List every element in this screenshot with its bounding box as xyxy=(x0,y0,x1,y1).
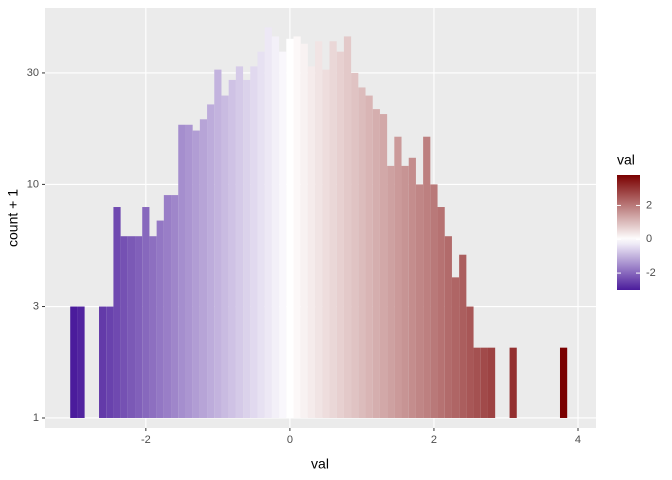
bar xyxy=(336,51,344,418)
y-tick-label: 30 xyxy=(27,67,39,79)
bar xyxy=(106,306,114,418)
bar xyxy=(401,165,409,418)
bar xyxy=(322,69,330,418)
colorbar xyxy=(617,175,640,290)
bar xyxy=(379,114,388,418)
bar xyxy=(293,36,301,418)
bar xyxy=(430,184,438,418)
bar xyxy=(451,277,460,418)
bar xyxy=(307,66,316,418)
bar xyxy=(207,104,215,418)
bar xyxy=(77,306,85,418)
bar xyxy=(70,306,78,418)
bar xyxy=(286,38,294,418)
bar xyxy=(142,207,150,418)
bar xyxy=(243,79,251,418)
bar xyxy=(415,184,424,418)
colorbar-tick-label: 0 xyxy=(646,233,652,245)
bar xyxy=(351,72,359,418)
bar xyxy=(149,236,157,418)
y-tick-label: 10 xyxy=(27,178,39,190)
bar xyxy=(127,236,136,418)
bar xyxy=(559,347,568,418)
bar xyxy=(257,51,265,418)
colorbar-tick-label: -2 xyxy=(646,267,656,279)
bar xyxy=(120,236,128,418)
y-axis-label: count + 1 xyxy=(5,189,21,247)
bar xyxy=(473,347,481,418)
bar xyxy=(423,136,431,418)
bar xyxy=(192,130,200,418)
bar xyxy=(171,195,179,418)
bar xyxy=(250,66,258,418)
bar xyxy=(214,69,222,418)
x-tick-label: 4 xyxy=(575,434,581,446)
bar xyxy=(235,66,244,418)
bar xyxy=(509,347,517,418)
bar xyxy=(279,51,287,418)
bar xyxy=(394,136,402,418)
bar xyxy=(372,109,380,418)
bar xyxy=(199,119,208,418)
bar xyxy=(178,124,186,418)
bar xyxy=(135,236,143,418)
x-tick-label: 0 xyxy=(287,434,293,446)
bar xyxy=(358,87,366,418)
bar xyxy=(444,236,452,418)
y-tick-label: 1 xyxy=(33,412,39,424)
x-tick-label: 2 xyxy=(431,434,437,446)
bar xyxy=(163,195,172,418)
bar xyxy=(408,157,416,418)
bar xyxy=(315,41,323,418)
bar xyxy=(113,207,121,418)
bar xyxy=(487,347,496,418)
x-tick-label: -2 xyxy=(141,434,151,446)
bar xyxy=(185,124,193,418)
bar xyxy=(228,79,236,418)
bar xyxy=(437,207,445,418)
bar xyxy=(156,220,164,418)
legend-title: val xyxy=(617,152,635,168)
bar xyxy=(99,306,107,418)
bar xyxy=(271,36,280,418)
x-axis-label: val xyxy=(311,456,329,472)
bar xyxy=(343,36,352,418)
bar xyxy=(365,95,373,418)
bar xyxy=(300,43,308,418)
y-tick-label: 3 xyxy=(33,300,39,312)
colorbar-tick-label: 2 xyxy=(646,199,652,211)
bar xyxy=(221,95,229,418)
bar xyxy=(329,41,337,418)
bar xyxy=(480,347,488,418)
bar xyxy=(264,27,272,418)
bar xyxy=(466,306,474,418)
bar xyxy=(387,165,395,418)
bar xyxy=(459,254,467,418)
